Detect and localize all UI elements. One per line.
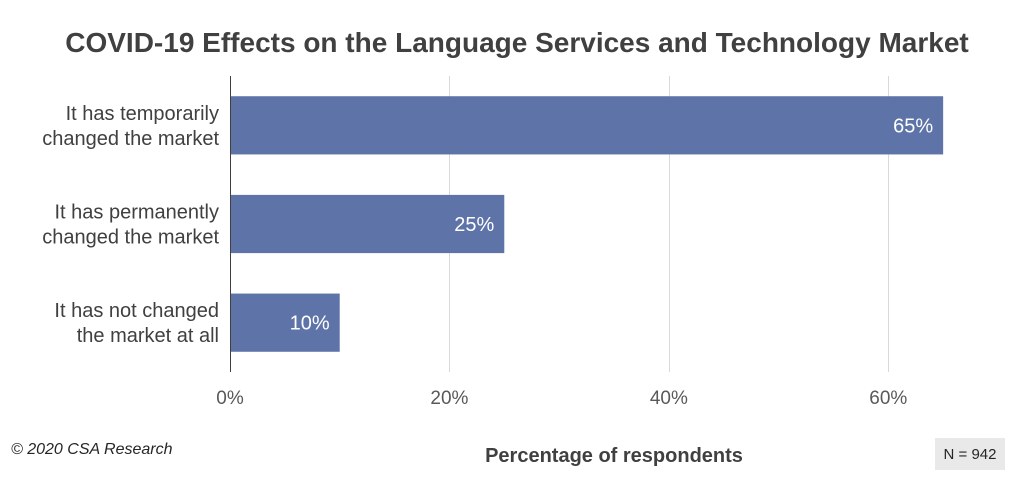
data-label: 65% [893, 115, 933, 137]
bar [230, 194, 505, 254]
bar [230, 96, 944, 155]
x-tick-label: 60% [869, 388, 907, 409]
bar [230, 293, 340, 352]
x-tick-label: 20% [430, 388, 468, 409]
sample-size-badge: N = 942 [935, 438, 1005, 470]
x-tick-label: 40% [650, 388, 688, 409]
category-label: It has not changed [54, 300, 219, 322]
category-label: changed the market [42, 227, 219, 249]
data-label: 10% [290, 313, 330, 335]
category-labels: It has temporarily changed the market It h… [42, 103, 219, 347]
data-label: 25% [454, 214, 494, 236]
category-label: changed the market [42, 128, 219, 150]
category-label: the market at all [77, 325, 219, 347]
x-axis-title: Percentage of respondents [485, 445, 743, 467]
category-label: It has temporarily [66, 103, 219, 125]
category-label: It has permanently [54, 202, 219, 224]
chart-title: COVID-19 Effects on the Language Service… [65, 27, 968, 58]
x-tick-label: 0% [216, 388, 244, 409]
x-tick-labels: 0% 20% 40% 60% [216, 388, 907, 409]
bars: 65% 25% 10% [230, 96, 944, 352]
copyright-text: © 2020 CSA Research [11, 441, 173, 458]
